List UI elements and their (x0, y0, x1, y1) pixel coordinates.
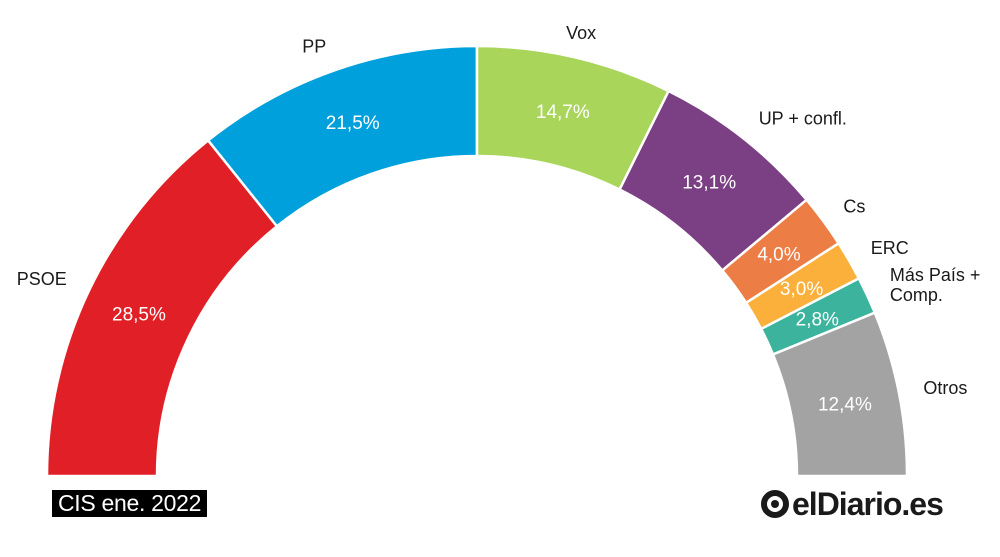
value-label-up-confl: 13,1% (682, 173, 736, 194)
value-label-erc: 3,0% (780, 279, 823, 300)
party-label-pp: PP (302, 37, 326, 57)
party-label-cs: Cs (843, 196, 865, 216)
value-label-pp: 21,5% (326, 113, 380, 134)
eldiario-logo-icon (761, 490, 789, 518)
value-label-otros: 12,4% (818, 394, 872, 415)
party-label-vox: Vox (566, 23, 596, 43)
party-label-up-confl: UP + confl. (759, 109, 847, 129)
party-label-erc: ERC (871, 238, 909, 258)
value-label-vox: 14,7% (536, 102, 590, 123)
party-label-mas-pais-comp: Más País + Comp. (890, 265, 981, 305)
source-label: CIS ene. 2022 (52, 490, 208, 517)
value-label-cs: 4,0% (757, 245, 800, 266)
party-label-psoe: PSOE (17, 269, 67, 289)
value-label-psoe: 28,5% (112, 305, 166, 326)
party-label-otros: Otros (923, 378, 967, 398)
slice-otros (771, 311, 909, 478)
brand-name: elDiario.es (792, 486, 944, 522)
value-label-mas-pais-comp: 2,8% (796, 309, 839, 330)
brand-logo: elDiario.es (760, 486, 944, 522)
